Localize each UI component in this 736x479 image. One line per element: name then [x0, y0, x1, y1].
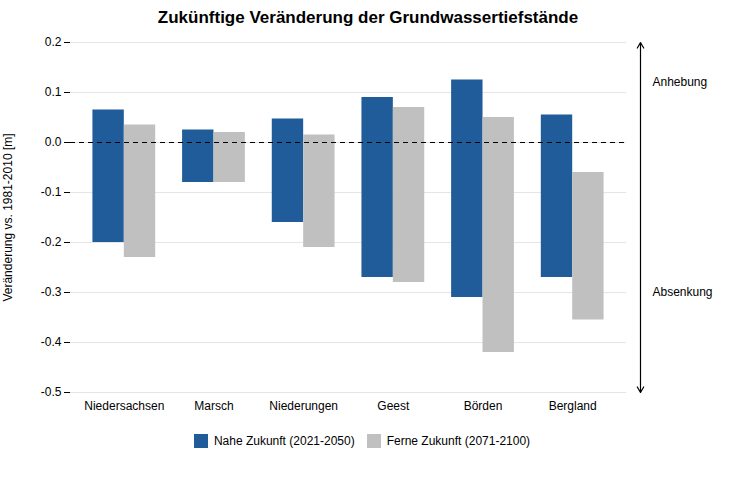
svg-text:Niedersachsen: Niedersachsen	[84, 399, 164, 413]
svg-text:Börden: Börden	[464, 399, 503, 413]
svg-text:-0.3: -0.3	[41, 285, 62, 299]
svg-text:Absenkung: Absenkung	[653, 285, 713, 299]
svg-text:Anhebung: Anhebung	[653, 75, 708, 89]
svg-text:-0.2: -0.2	[41, 235, 62, 249]
svg-text:-0.4: -0.4	[41, 335, 62, 349]
svg-text:0.1: 0.1	[45, 85, 62, 99]
svg-text:Veränderung vs. 1981-2010 [m]: Veränderung vs. 1981-2010 [m]	[1, 133, 15, 301]
svg-text:0.2: 0.2	[45, 35, 62, 49]
html-text:Ferne Zukunft (2071-2100): Ferne Zukunft (2071-2100)	[386, 433, 531, 448]
svg-text:0.0: 0.0	[45, 135, 62, 149]
svg-text:Niederungen: Niederungen	[269, 399, 338, 413]
html-text:Zukünftige Veränderung der Gru: Zukünftige Veränderung der Grundwasserti…	[157, 8, 579, 27]
html-text:Nahe Zukunft (2021-2050): Nahe Zukunft (2021-2050)	[213, 433, 355, 448]
svg-text:-0.5: -0.5	[41, 385, 62, 399]
svg-text:Geest: Geest	[377, 399, 410, 413]
svg-text:-0.1: -0.1	[41, 185, 62, 199]
svg-text:Bergland: Bergland	[549, 399, 597, 413]
svg-text:Marsch: Marsch	[194, 399, 233, 413]
